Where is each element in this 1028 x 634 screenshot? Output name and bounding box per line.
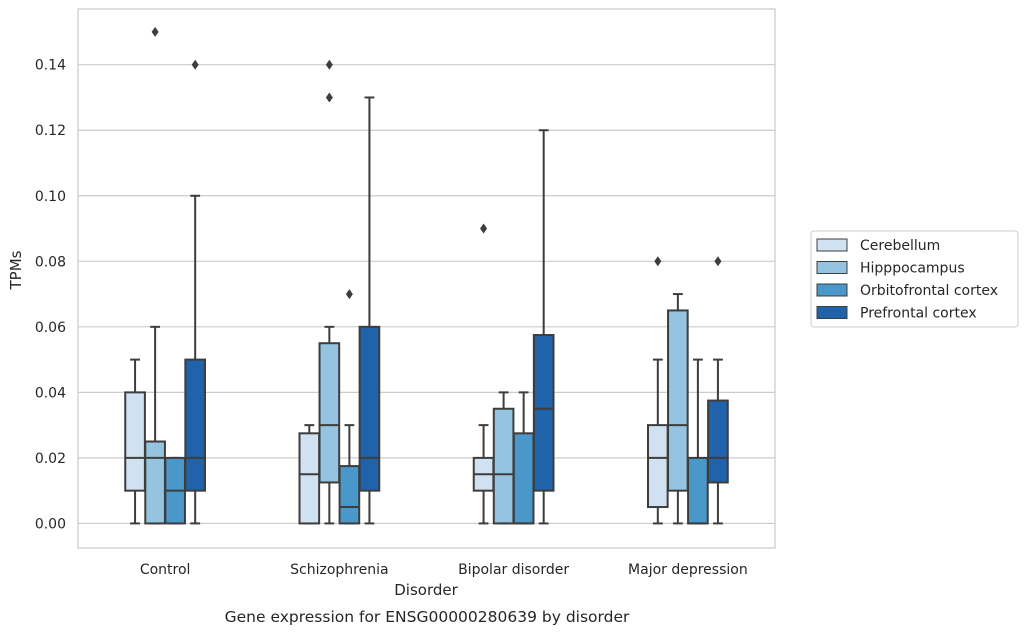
y-tick-label: 0.00 bbox=[35, 516, 66, 532]
outlier-point bbox=[345, 289, 353, 300]
outlier-point bbox=[480, 223, 488, 234]
y-tick-label: 0.06 bbox=[35, 320, 66, 336]
box-0-0 bbox=[124, 358, 146, 525]
box-body bbox=[512, 432, 535, 525]
y-tick-label: 0.08 bbox=[35, 254, 66, 270]
x-tick-label: Bipolar disorder bbox=[458, 562, 569, 578]
y-tick-labels: 0.00 0.02 0.04 0.06 0.08 0.10 0.12 0.14 bbox=[35, 58, 66, 533]
box-0-1 bbox=[144, 26, 166, 525]
plot-frame bbox=[77, 8, 776, 549]
x-axis-label: Disorder bbox=[394, 581, 458, 599]
box-body bbox=[667, 309, 689, 492]
outlier-point bbox=[714, 256, 722, 267]
x-tick-label: Major depression bbox=[628, 562, 748, 578]
box-1-2 bbox=[338, 289, 361, 525]
legend-label: Cerebellum bbox=[860, 238, 940, 254]
x-tick-labels: Control Schizophrenia Bipolar disorder Majo… bbox=[140, 562, 748, 578]
legend-swatch bbox=[816, 238, 848, 252]
outlier-point bbox=[325, 92, 333, 103]
box-body bbox=[298, 432, 321, 525]
chart-caption: Gene expression for ENSG00000280639 by d… bbox=[225, 608, 630, 626]
box-2-2 bbox=[512, 391, 535, 525]
box-body bbox=[338, 465, 361, 525]
box-body bbox=[492, 407, 515, 525]
y-tick-label: 0.14 bbox=[35, 58, 66, 74]
y-axis-label: TPMs bbox=[7, 250, 25, 290]
box-body bbox=[358, 325, 381, 492]
box-0-3 bbox=[184, 59, 207, 525]
y-tick-label: 0.12 bbox=[35, 123, 66, 139]
y-tick-label: 0.10 bbox=[35, 189, 66, 205]
legend: Cerebellum Hipppocampus Orbitofrontal cort… bbox=[810, 230, 1019, 328]
box-body bbox=[124, 391, 146, 492]
box-groups bbox=[124, 26, 729, 525]
box-3-3 bbox=[707, 256, 729, 525]
legend-label: Orbitofrontal cortex bbox=[860, 283, 998, 299]
box-3-2 bbox=[687, 358, 709, 525]
x-tick-label: Control bbox=[140, 562, 191, 578]
box-2-3 bbox=[532, 129, 555, 525]
legend-swatch bbox=[816, 283, 848, 297]
x-tick-label: Schizophrenia bbox=[290, 562, 388, 578]
legend-swatch bbox=[816, 261, 848, 274]
y-tick-label: 0.04 bbox=[35, 385, 66, 401]
outlier-point bbox=[325, 59, 333, 70]
box-2-1 bbox=[492, 391, 515, 525]
box-1-1 bbox=[318, 59, 341, 525]
box-body bbox=[184, 358, 207, 492]
legend-swatch bbox=[816, 306, 848, 319]
box-0-2 bbox=[164, 456, 186, 525]
box-body bbox=[687, 456, 709, 525]
box-body bbox=[707, 399, 729, 484]
box-2-0 bbox=[472, 223, 495, 525]
box-body bbox=[532, 334, 555, 492]
outlier-point bbox=[654, 256, 662, 267]
legend-label: Hipppocampus bbox=[860, 261, 965, 277]
y-tick-label: 0.02 bbox=[35, 451, 66, 467]
box-1-0 bbox=[298, 424, 321, 525]
box-1-3 bbox=[358, 96, 381, 525]
box-body bbox=[144, 440, 166, 525]
box-3-0 bbox=[646, 256, 669, 525]
box-body bbox=[646, 424, 669, 509]
legend-frame bbox=[810, 230, 1019, 328]
box-body bbox=[318, 342, 341, 484]
box-3-1 bbox=[667, 293, 689, 525]
legend-label: Prefrontal cortex bbox=[860, 306, 977, 322]
outlier-point bbox=[151, 26, 159, 37]
outlier-point bbox=[191, 59, 199, 70]
